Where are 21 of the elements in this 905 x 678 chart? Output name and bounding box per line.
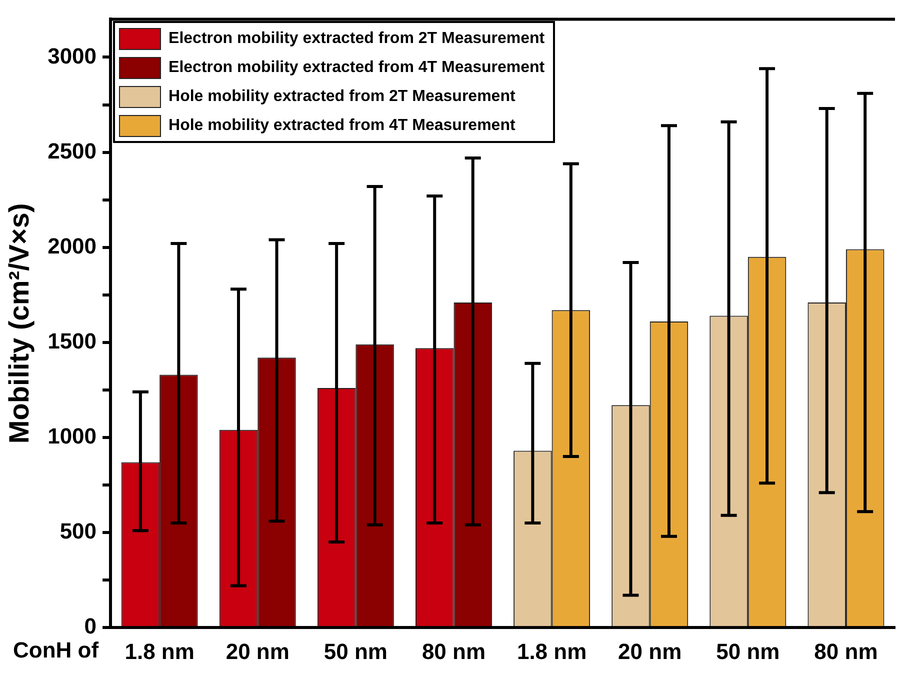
y-tick-label: 0 — [84, 614, 97, 639]
x-tick-label: 20 nm — [226, 638, 290, 664]
y-tick-label: 3000 — [48, 43, 97, 68]
y-axis-title: Mobility (cm²/V×s) — [4, 203, 35, 444]
x-axis-title: ConH of — [13, 638, 100, 663]
x-tick-label: 80 nm — [814, 638, 878, 664]
legend-label: Electron mobility extracted from 4T Measurement — [168, 58, 545, 77]
y-tick-label: 2000 — [48, 233, 97, 258]
x-tick-label: 20 nm — [618, 638, 682, 664]
legend-label: Hole mobility extracted from 2T Measurement — [168, 88, 516, 106]
legend-label: Hole mobility extracted from 4T Measurement — [168, 116, 516, 135]
x-tick-label: 1.8 nm — [516, 638, 587, 664]
y-tick-label: 1000 — [48, 424, 97, 449]
y-tick-label: 500 — [60, 518, 97, 544]
x-tick-label: 1.8 nm — [124, 638, 194, 664]
x-tick-label: 80 nm — [422, 638, 486, 664]
x-tick-label: 50 nm — [324, 638, 388, 664]
x-tick-label: 50 nm — [716, 638, 780, 664]
legend-label: Electron mobility extracted from 2T Measurement — [168, 30, 545, 48]
y-tick-label: 2500 — [48, 138, 97, 164]
y-tick-label: 1500 — [48, 328, 97, 354]
